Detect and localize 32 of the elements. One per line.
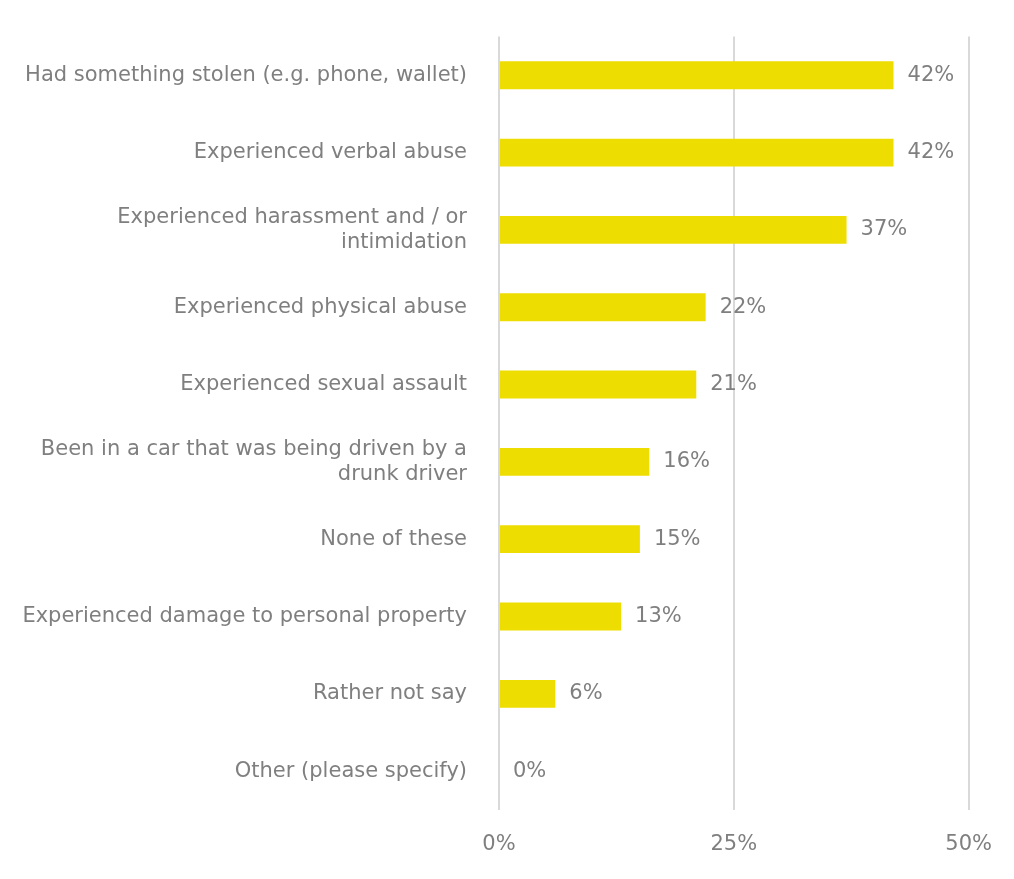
y-tick-label: Experienced harassment and / or intimidation <box>117 203 468 253</box>
data-label: 6% <box>569 680 603 705</box>
data-label: 13% <box>635 602 682 627</box>
y-tick-label: None of these <box>320 525 467 550</box>
data-label: 16% <box>663 448 710 473</box>
y-tick-label: Experienced physical abuse <box>173 293 467 318</box>
data-label: 21% <box>710 370 757 395</box>
y-tick-label: Been in a car that was being driven by a drunk driver <box>40 435 468 485</box>
y-tick-label: Other (please specify) <box>234 757 467 782</box>
bar <box>500 61 894 90</box>
data-label: 37% <box>860 216 908 241</box>
x-tick-label: 0% <box>482 830 516 855</box>
x-tick-label: 25% <box>710 830 758 855</box>
data-label: 0% <box>513 757 547 782</box>
y-tick-label: Experienced damage to personal property <box>22 602 467 627</box>
x-tick-label: 50% <box>945 830 993 855</box>
y-tick-label: Rather not say <box>312 680 467 705</box>
data-label: 22% <box>719 293 767 318</box>
bar <box>500 525 640 554</box>
bar <box>500 370 697 399</box>
bar <box>500 293 706 322</box>
y-tick-label: Experienced verbal abuse <box>193 139 467 164</box>
data-label: 42% <box>907 61 955 86</box>
y-tick-label: Had something stolen (e.g. phone, wallet) <box>25 61 467 86</box>
bar <box>500 215 847 244</box>
bar <box>500 447 650 476</box>
bar <box>500 138 894 167</box>
data-label: 15% <box>653 525 701 550</box>
bar <box>500 679 556 708</box>
bar <box>500 602 622 631</box>
y-tick-label: Experienced sexual assault <box>180 370 467 395</box>
data-label: 42% <box>907 139 955 164</box>
